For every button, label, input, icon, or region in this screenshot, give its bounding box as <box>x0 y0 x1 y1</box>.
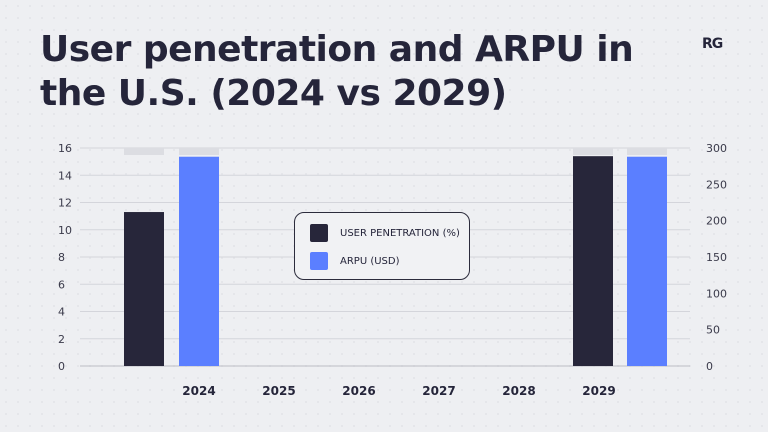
y-left-tick-label: 2 <box>58 333 65 346</box>
legend-label: ARPU (USD) <box>340 255 400 267</box>
legend-label: USER PENETRATION (%) <box>340 227 460 239</box>
y-left-tick-label: 4 <box>58 306 65 319</box>
bar-arpu-2029 <box>627 156 667 366</box>
y-right-tick-label: 150 <box>706 251 727 264</box>
y-left-tick-label: 6 <box>58 278 65 291</box>
x-tick-label: 2029 <box>582 384 615 398</box>
bars <box>124 148 667 366</box>
bar-user-penetration-2029 <box>573 156 613 366</box>
y-right-tick-label: 0 <box>706 360 713 373</box>
y-right-tick-label: 250 <box>706 178 727 191</box>
y-right-tick-label: 50 <box>706 324 720 337</box>
bar-arpu-2024 <box>179 156 219 366</box>
y-left-tick-label: 8 <box>58 251 65 264</box>
y-left-tick-label: 14 <box>58 169 72 182</box>
legend-item-arpu: ARPU (USD) <box>310 252 400 270</box>
bar-cap <box>179 148 219 155</box>
y-right-tick-label: 200 <box>706 215 727 228</box>
chart-legend: USER PENETRATION (%) ARPU (USD) <box>294 212 470 280</box>
y-right-tick-label: 300 <box>706 142 727 155</box>
legend-swatch-user-penetration <box>310 224 328 242</box>
brand-logo: RG <box>702 36 723 52</box>
y-right-tick-label: 100 <box>706 287 727 300</box>
chart-title: User penetration and ARPU in the U.S. (2… <box>40 29 634 114</box>
y-left-tick-label: 16 <box>58 142 72 155</box>
y-left-tick-label: 10 <box>58 224 72 237</box>
x-tick-label: 2026 <box>342 384 375 398</box>
x-axis-ticks: 2024 2025 2026 2027 2028 2029 <box>182 384 615 398</box>
bar-cap <box>627 148 667 155</box>
bar-cap <box>573 148 613 155</box>
left-axis-ticks: 0 2 4 6 8 10 12 14 16 <box>58 142 72 373</box>
y-left-tick-label: 0 <box>58 360 65 373</box>
x-tick-label: 2025 <box>262 384 295 398</box>
right-axis-ticks: 0 50 100 150 200 250 300 <box>706 142 727 373</box>
x-tick-label: 2024 <box>182 384 215 398</box>
legend-item-user-penetration: USER PENETRATION (%) <box>310 224 460 242</box>
legend-swatch-arpu <box>310 252 328 270</box>
bar-cap <box>124 148 164 155</box>
x-tick-label: 2027 <box>422 384 455 398</box>
x-tick-label: 2028 <box>502 384 535 398</box>
bar-user-penetration-2024 <box>124 212 164 366</box>
y-left-tick-label: 12 <box>58 197 72 210</box>
